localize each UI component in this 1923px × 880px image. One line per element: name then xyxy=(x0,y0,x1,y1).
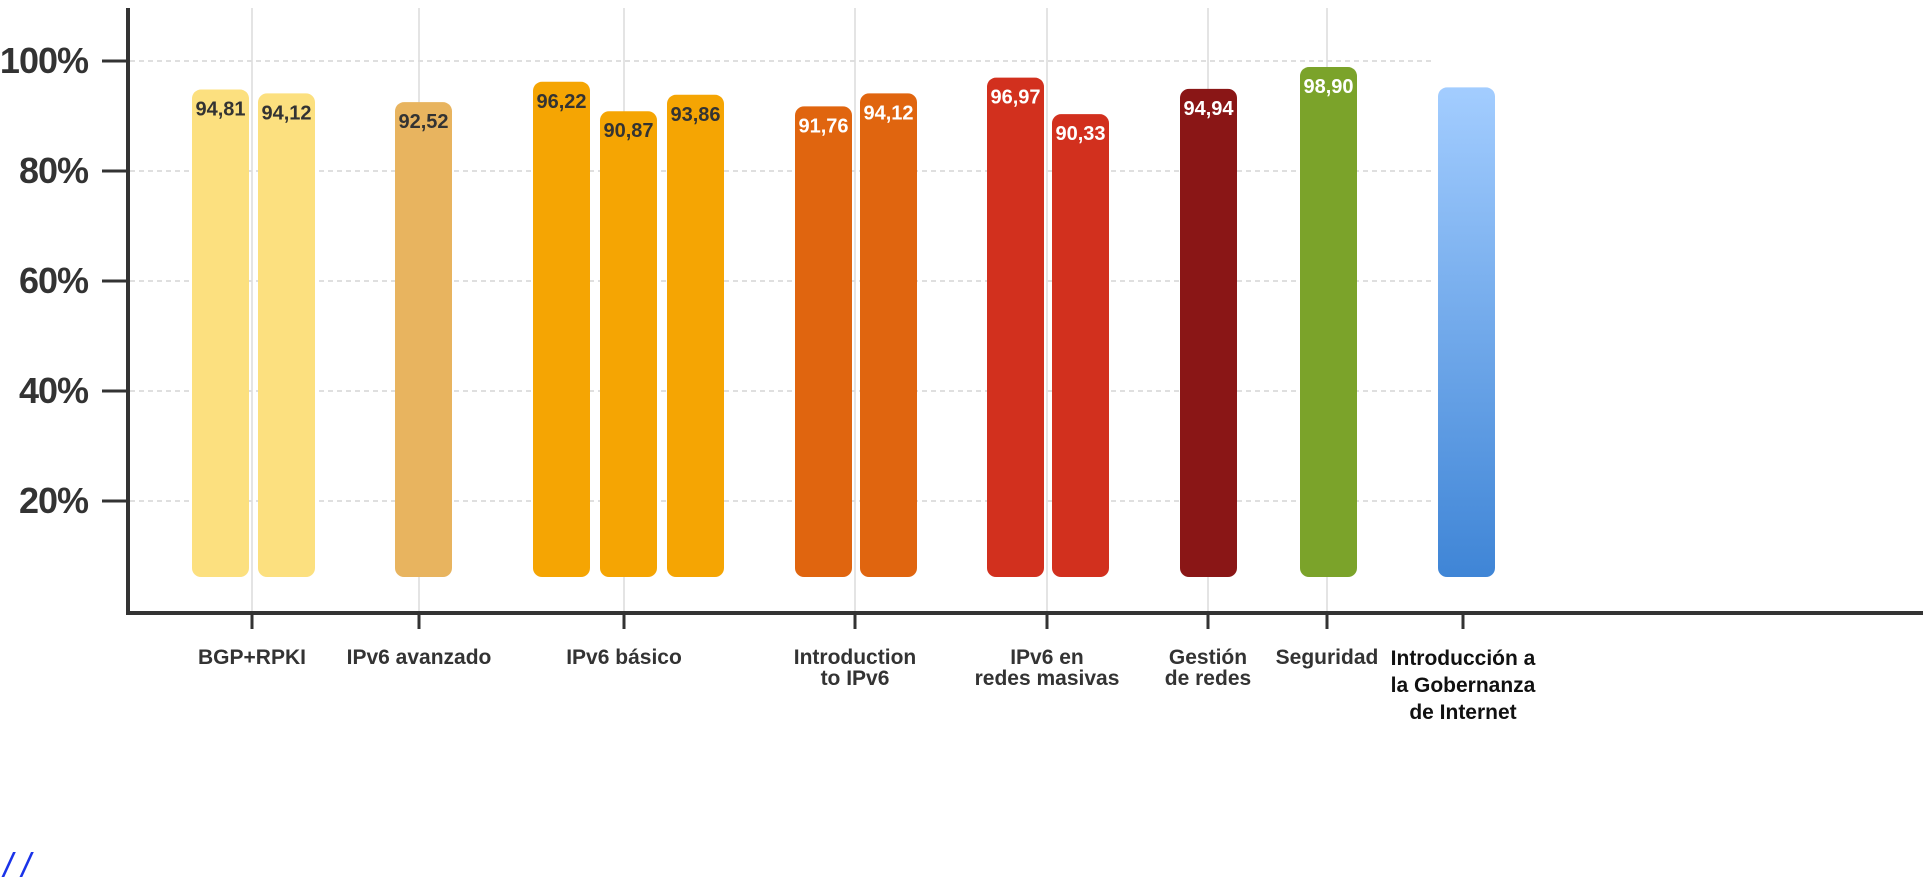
bar-value-label: 93,86 xyxy=(670,104,720,126)
axes xyxy=(102,8,1923,629)
bar xyxy=(533,81,590,577)
bar-value-label: 96,22 xyxy=(536,91,586,113)
category-label-line: IPv6 avanzado xyxy=(347,646,492,669)
y-tick-label: 100% xyxy=(0,40,89,81)
y-tick-label: 20% xyxy=(19,480,89,521)
category-label-line: to IPv6 xyxy=(821,667,890,690)
bar-value-label: 91,76 xyxy=(798,115,848,137)
category-label: Introduction to IPv6 xyxy=(794,646,916,690)
y-tick-label: 40% xyxy=(19,370,89,411)
category-label-line: IPv6 en xyxy=(1010,646,1084,669)
bar xyxy=(987,77,1044,577)
footer-link-fragment[interactable]: // xyxy=(0,850,37,880)
category-label: IPv6 avanzado xyxy=(347,646,492,669)
category-label-line: Introducción a xyxy=(1391,647,1536,670)
category-label-line: de redes xyxy=(1165,667,1251,690)
category-label: Gestión de redes xyxy=(1165,646,1251,690)
category-label: Introducción a la Gobernanza de Internet xyxy=(1391,647,1536,724)
category-label-line: de Internet xyxy=(1409,701,1516,724)
bars xyxy=(192,67,1495,578)
labels: 20% 40% 60% 80% 100% 94,81 94,12 92,52 96,22 90,8… xyxy=(0,40,1536,724)
y-tick-label: 80% xyxy=(19,150,89,191)
bar xyxy=(667,94,724,578)
bar-value-label: 92,52 xyxy=(398,111,448,133)
category-label-line: Gestión xyxy=(1169,646,1247,669)
category-label: BGP+RPKI xyxy=(198,646,306,669)
category-label-line: la Gobernanza xyxy=(1391,674,1536,697)
bar-value-label: 94,81 xyxy=(195,99,245,121)
bar xyxy=(395,102,452,577)
category-label-line: Seguridad xyxy=(1276,646,1379,669)
bar-value-label: 90,87 xyxy=(603,120,653,142)
bar-value-label: 98,90 xyxy=(1303,76,1353,98)
bar xyxy=(795,106,852,577)
bar xyxy=(258,93,315,577)
bar xyxy=(860,93,917,577)
bar xyxy=(600,111,657,577)
category-label: Seguridad xyxy=(1276,646,1379,669)
category-label-line: Introduction xyxy=(794,646,916,669)
category-label-line: BGP+RPKI xyxy=(198,646,306,669)
bar-value-label: 94,12 xyxy=(863,102,913,124)
category-label-line: IPv6 básico xyxy=(566,646,682,669)
bar xyxy=(1438,87,1495,578)
bar-value-label: 96,97 xyxy=(990,87,1040,109)
category-label: IPv6 básico xyxy=(566,646,682,669)
y-tick-label: 60% xyxy=(19,260,89,301)
category-label: IPv6 en redes masivas xyxy=(975,646,1120,690)
bar-value-label: 94,12 xyxy=(261,102,311,124)
bar-value-label: 90,33 xyxy=(1055,123,1105,145)
bar xyxy=(1180,88,1237,577)
bar xyxy=(1300,67,1357,578)
bar xyxy=(192,89,249,578)
bar-value-label: 94,94 xyxy=(1183,98,1234,120)
bar xyxy=(1052,114,1109,577)
category-label-line: redes masivas xyxy=(975,667,1120,690)
